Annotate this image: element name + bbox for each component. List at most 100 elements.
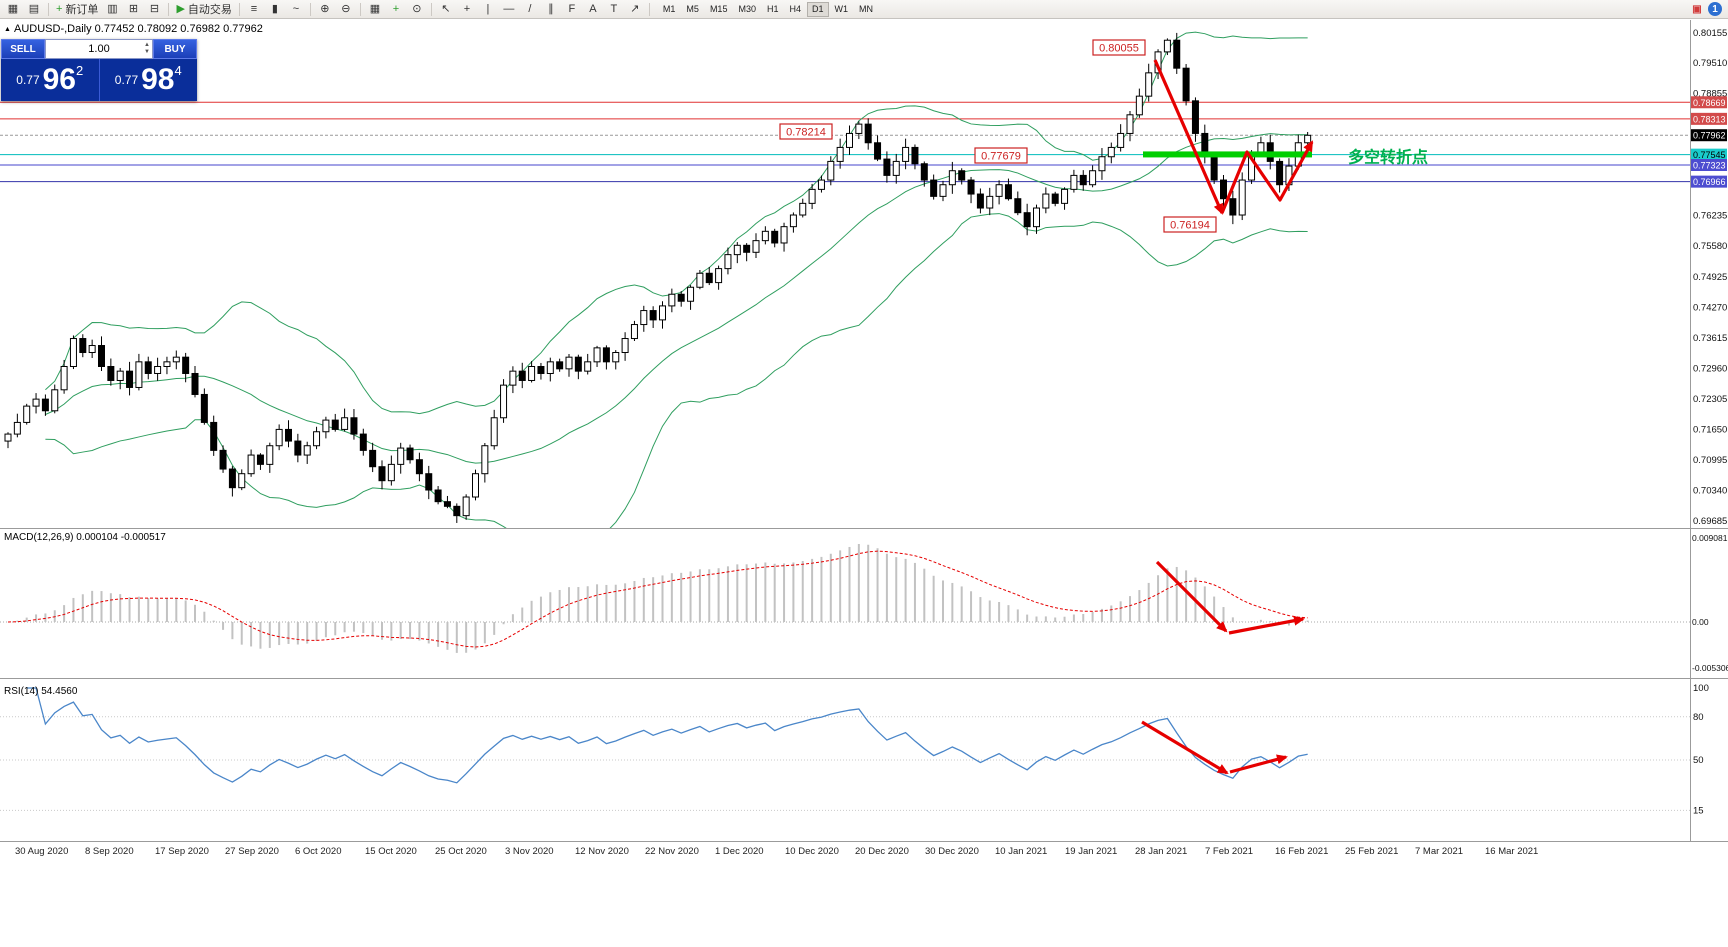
candle-body [313, 431, 321, 447]
timeframe-m15[interactable]: M15 [705, 2, 733, 17]
date-tick-label: 10 Jan 2021 [995, 846, 1047, 857]
candle-body [649, 310, 657, 321]
trendline-icon[interactable]: / [520, 1, 540, 18]
spinner-up-icon[interactable]: ▲ [144, 42, 150, 48]
chart-profiles-icon[interactable]: ▤ [24, 1, 44, 18]
account-icon[interactable]: 1 [1708, 2, 1722, 16]
autotrading-button[interactable]: ▶ 自动交易 [173, 1, 234, 18]
horizontal-line-icon[interactable]: — [499, 1, 519, 18]
candle-body [60, 365, 68, 391]
bar-chart-icon[interactable]: ≡ [244, 1, 264, 18]
volume-stepper[interactable]: 1.00 ▲ ▼ [45, 39, 153, 59]
zoom-in-icon[interactable]: ⊕ [315, 1, 335, 18]
date-tick-label: 17 Sep 2020 [155, 846, 209, 857]
period-icon-glyph: ⊙ [412, 2, 422, 15]
sell-price[interactable]: 0.77 96 2 [1, 59, 99, 101]
trend-arrow [1153, 59, 1224, 215]
label-icon[interactable]: T [604, 1, 624, 18]
price-callout-text: 0.76194 [1170, 220, 1210, 232]
terminal-icon[interactable]: ⊟ [144, 1, 164, 18]
candle-body [126, 370, 134, 388]
timeframe-h4[interactable]: H4 [784, 2, 806, 17]
candle-body [1070, 174, 1078, 190]
sell-button[interactable]: SELL [1, 39, 45, 59]
spinner-down-icon[interactable]: ▼ [144, 49, 150, 55]
candle-body [1191, 100, 1199, 134]
timeframe-mn[interactable]: MN [854, 2, 878, 17]
candle-body [266, 445, 274, 465]
buy-price[interactable]: 0.77 98 4 [100, 59, 198, 101]
candle-body [350, 417, 358, 435]
new-order-button[interactable]: + 新订单 [53, 1, 101, 18]
candlestick-chart-icon[interactable]: ▮ [265, 1, 285, 18]
timeframe-m1[interactable]: M1 [658, 2, 681, 17]
candle-body [724, 254, 732, 270]
candle-body [1173, 39, 1181, 69]
market-watch-icon[interactable]: ▥ [102, 1, 122, 18]
chart-profiles-icon-glyph: ▤ [28, 2, 40, 15]
candle-body [98, 345, 105, 367]
toolbar-separator [238, 2, 240, 16]
arrows-icon[interactable]: ↗ [625, 1, 645, 18]
cursor-icon-glyph: ↖ [441, 2, 451, 15]
time-scale[interactable]: 30 Aug 2020 8 Sep 2020 17 Sep 2020 27 Sep 2… [15, 846, 1538, 857]
candle-body [1004, 184, 1012, 200]
navigator-icon-glyph: ⊞ [128, 2, 139, 15]
zoom-out-icon[interactable]: ⊖ [336, 1, 356, 18]
macd-label: MACD(12,26,9) 0.000104 -0.000517 [4, 532, 166, 543]
candle-body [584, 361, 592, 372]
candle-body [1210, 156, 1218, 181]
turning-point-label: 多空转折点 [1348, 147, 1428, 166]
price-scale[interactable]: 0.80155 0.79510 0.78855 0.76235 0.75580 0.749… [1691, 28, 1728, 816]
notifications-icon[interactable]: ▣ [1692, 3, 1702, 15]
text-icon[interactable]: A [583, 1, 603, 18]
trend-arrow [1229, 754, 1288, 774]
timeframe-h1[interactable]: H1 [762, 2, 784, 17]
channel-icon[interactable]: ∥ [541, 1, 561, 18]
new-chart-icon[interactable]: ▦ [3, 1, 23, 18]
cursor-icon[interactable]: ↖ [436, 1, 456, 18]
toolbar-separator [430, 2, 432, 16]
candle-body [518, 370, 526, 381]
buy-button[interactable]: BUY [153, 39, 197, 59]
price-level-badge [1691, 148, 1727, 161]
vertical-line-icon[interactable]: | [478, 1, 498, 18]
rsi-line [26, 687, 1308, 784]
channel-icon-glyph: ∥ [548, 2, 554, 15]
candle-body [135, 361, 143, 388]
grid-icon[interactable]: ▦ [365, 1, 385, 18]
price-level-badge-text: 0.77323 [1693, 160, 1726, 170]
crosshair-icon[interactable]: + [457, 1, 477, 18]
price-level-badge [1691, 129, 1727, 142]
chart-title: AUDUSD-,Daily 0.77452 0.78092 0.76982 0.… [14, 23, 263, 35]
price-level-badge-text: 0.78669 [1693, 98, 1726, 108]
candle-body [799, 202, 807, 216]
timeframe-w1[interactable]: W1 [830, 2, 854, 17]
candle-body [565, 356, 573, 370]
candle-body [958, 170, 966, 181]
timeframe-m5[interactable]: M5 [681, 2, 704, 17]
candle-body [939, 184, 947, 197]
timeframe-d1[interactable]: D1 [807, 1, 829, 17]
candle-body [210, 421, 218, 451]
candle-body [247, 454, 255, 475]
candle-body [1304, 134, 1312, 144]
candle-body [434, 489, 442, 503]
navigator-icon[interactable]: ⊞ [123, 1, 143, 18]
period-icon[interactable]: ⊙ [407, 1, 427, 18]
candle-body [453, 505, 461, 517]
timeframe-m30[interactable]: M30 [733, 2, 761, 17]
price-level-badge [1691, 175, 1727, 188]
fibonacci-icon[interactable]: F [562, 1, 582, 18]
add-indicator-icon[interactable]: + [386, 1, 406, 18]
volume-spinner[interactable]: ▲ ▼ [144, 42, 150, 55]
line-chart-icon[interactable]: ~ [286, 1, 306, 18]
candle-body [285, 428, 292, 442]
candle-body [621, 338, 629, 354]
date-tick-label: 22 Nov 2020 [645, 846, 699, 857]
candle-body [864, 123, 872, 144]
price-level-badge-text: 0.77545 [1693, 150, 1726, 160]
candle-body [238, 473, 246, 489]
crosshair-icon-glyph: + [463, 2, 471, 15]
